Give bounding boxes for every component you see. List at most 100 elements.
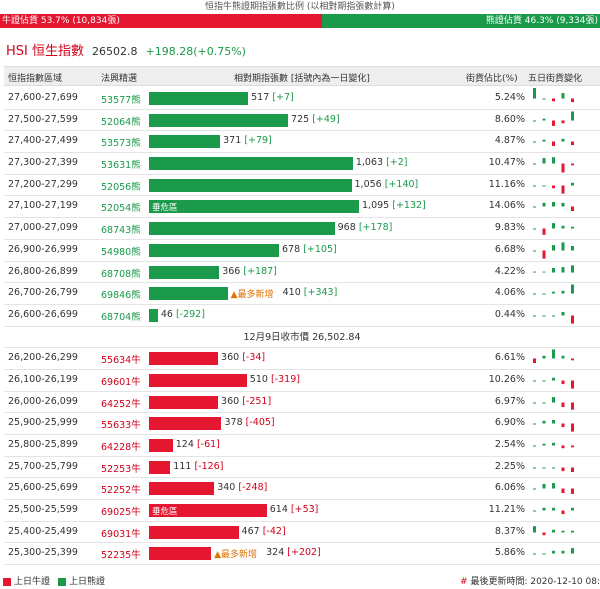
range-cell: 26,000-26,099 [8,395,78,407]
warrant-code-link[interactable]: 52235牛 [101,550,141,562]
warrant-code-link[interactable]: 53631熊 [101,160,141,172]
range-cell: 27,200-27,299 [8,178,78,190]
spark-bar [533,423,536,425]
outstanding-pct: 11.16% [488,178,525,190]
spark-bar [552,98,555,102]
five-day-change-chart [533,483,574,495]
spark-bar [571,548,574,554]
five-day-change-chart [533,396,574,410]
spark-bar [552,120,555,126]
warrant-code-link[interactable]: 69031牛 [101,528,141,540]
spark-bar [571,315,574,324]
header-five-day: 五日街貨變化 [528,74,583,84]
outstanding-pct: 14.06% [488,200,525,212]
contracts-count: 968 [337,222,356,234]
warrant-code-link[interactable]: 55633牛 [101,420,141,432]
contracts-change: [+2] [386,157,408,169]
contracts-change: [-292] [175,308,205,320]
warrant-code-link[interactable]: 53577熊 [101,95,141,106]
warrant-code-link[interactable]: 68704熊 [101,311,141,323]
spark-bar [533,488,536,490]
range-cell: 27,400-27,499 [8,135,78,147]
outstanding-pct: 4.87% [494,135,525,147]
table-row: 25,600-25,699 52252牛 340 [-248] 6.06% [4,478,600,501]
bull-legend-swatch [3,578,11,586]
cbbc-table: 27,600-27,699 53577熊 517 [+7] 5.24% 27,500-2… [4,88,600,566]
table-row: 27,500-27,599 52064熊 725 [+49] 8.60% [4,110,600,132]
range-cell: 27,500-27,599 [8,113,78,125]
contracts-value: 340 [-248] [217,482,267,493]
bear-legend-swatch [58,578,67,586]
bear-ratio-segment: 熊證佔貨 46.3% (9,334張) [322,14,600,28]
five-day-change-chart [533,242,574,259]
contracts-change: [+53] [290,504,319,516]
spark-bar [533,163,536,165]
table-row: 26,000-26,099 64252牛 360 [-251] 6.97% [4,392,600,414]
spark-bar [571,467,574,472]
five-day-change-chart [533,223,574,235]
spark-bar [561,163,565,173]
contracts-value: 1,095 [+132] [362,200,426,211]
spark-bar [561,467,565,471]
range-cell: 27,100-27,199 [8,200,78,212]
warrant-code-link[interactable]: 68708熊 [101,268,141,280]
warrant-code-link[interactable]: 52064熊 [101,116,141,128]
contracts-count: 340 [217,482,236,494]
contracts-bar: 垂危區 [149,200,359,214]
outstanding-pct: 6.06% [494,482,525,494]
contracts-bar: 垂危區 [149,504,267,518]
spark-bar [533,467,536,469]
spark-bar [542,507,546,511]
spark-bar [561,203,565,207]
contracts-value: 111 [-126] [173,461,223,472]
warrant-code-link[interactable]: 69601牛 [101,376,141,388]
spark-bar [571,530,574,533]
warrant-code-link[interactable]: 54980熊 [101,246,141,258]
table-row: 26,900-26,999 54980熊 678 [+105] 6.68% [4,240,600,262]
table-row: 26,200-26,299 55634牛 360 [-34] 6.61% [4,348,600,370]
five-day-change-chart [533,88,574,103]
warrant-code-link[interactable]: 69846熊 [101,290,141,302]
contracts-bar [149,395,219,409]
spark-bar [542,158,546,164]
contracts-value: 324 [+202] [266,547,321,558]
warrant-code-link[interactable]: 52054熊 [101,203,141,215]
spark-bar [542,185,546,187]
range-cell: 26,800-26,899 [8,265,78,277]
contracts-change: [+7] [272,92,294,103]
range-cell: 26,900-26,999 [8,243,78,255]
warrant-code-link[interactable]: 64252牛 [101,398,141,410]
index-name[interactable]: HSI 恒生指數 [6,44,84,59]
warrant-code-link[interactable]: 52253牛 [101,463,141,475]
spark-bar [571,226,574,229]
contracts-change: [+202] [287,547,321,559]
five-day-change-chart [533,111,574,126]
spark-bar [571,488,574,495]
spark-bar [571,141,574,146]
warrant-code-link[interactable]: 52252牛 [101,485,141,497]
table-row: 26,800-26,899 68708熊 366 [+187] 4.22% [4,262,600,284]
warrant-code-link[interactable]: 53573熊 [101,138,141,150]
outstanding-pct: 0.44% [494,308,525,320]
warrant-code-link[interactable]: 55634牛 [101,355,141,367]
spark-bar [533,380,536,382]
table-row: 27,600-27,699 53577熊 517 [+7] 5.24% [4,88,600,110]
range-cell: 25,800-25,899 [8,439,78,450]
spark-bar [571,264,574,272]
warrant-code-link[interactable]: 52056熊 [101,181,141,193]
warrant-code-link[interactable]: 68743熊 [101,225,141,237]
warrant-code-link[interactable]: 64228牛 [101,442,141,453]
contracts-bar [149,308,158,322]
table-row: 27,400-27,499 53573熊 371 [+79] 4.87% [4,131,600,154]
spark-bar [542,356,546,359]
table-row: 25,700-25,799 52253牛 111 [-126] 2.25% [4,457,600,479]
outstanding-pct: 10.47% [488,157,525,169]
spark-bar [571,445,574,448]
spark-bar [571,284,574,294]
spark-bar [552,157,555,164]
warrant-code-link[interactable]: 69025牛 [101,507,141,519]
five-day-change-chart [533,507,574,515]
spark-bar [552,396,555,403]
outstanding-pct: 8.37% [494,525,525,537]
contracts-count: 371 [223,135,242,147]
